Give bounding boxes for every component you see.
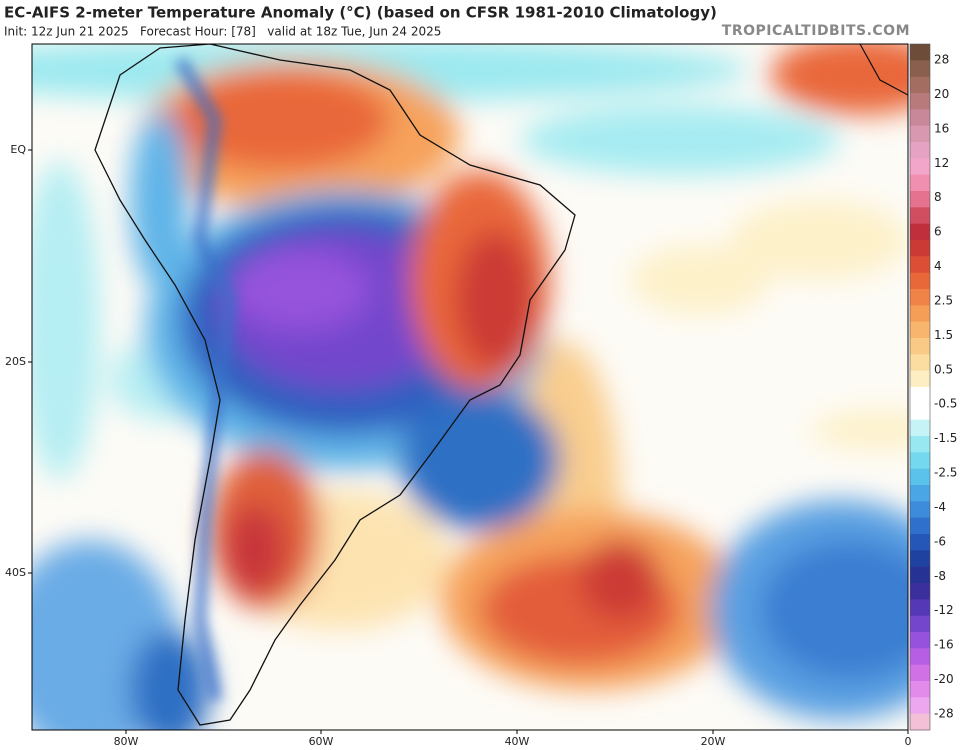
colorbar-label: -4 (934, 500, 946, 514)
colorbar-swatch (910, 191, 930, 208)
colorbar-swatch (910, 321, 930, 339)
colorbar-swatch (910, 354, 930, 372)
colorbar-swatch (910, 713, 930, 731)
colorbar-label: -28 (934, 707, 954, 721)
colorbar-swatch (910, 566, 930, 584)
colorbar-swatch (910, 664, 930, 682)
watermark: TROPICALTIDBITS.COM (722, 23, 910, 39)
lon-label: 40W (505, 735, 530, 748)
colorbar-label: -8 (934, 569, 946, 583)
colorbar-swatch (910, 534, 930, 551)
lat-label: 20S (5, 355, 26, 368)
colorbar-swatch (910, 305, 930, 323)
colorbar-swatch (910, 632, 930, 649)
colorbar-label: -2.5 (934, 466, 957, 480)
colorbar-swatch (910, 60, 930, 78)
colorbar-label: 12 (934, 156, 949, 170)
colorbar-swatch (910, 419, 930, 437)
colorbar-swatch (910, 387, 930, 404)
colorbar-swatch (910, 93, 930, 110)
anomaly-field (32, 44, 908, 730)
colorbar-swatch (910, 240, 930, 257)
map-area (32, 44, 908, 730)
colorbar-swatch (910, 289, 930, 306)
colorbar-label: 4 (934, 259, 942, 273)
lon-label: 60W (309, 735, 334, 748)
lon-label: 0 (905, 735, 912, 748)
colorbar-swatch (910, 436, 930, 453)
map-title: EC-AIFS 2-meter Temperature Anomaly (°C)… (4, 4, 717, 22)
colorbar-label: -16 (934, 638, 954, 652)
colorbar-label: -0.5 (934, 397, 957, 411)
colorbar-frame (909, 43, 931, 731)
colorbar-label: -6 (934, 534, 946, 548)
lat-label: 40S (5, 566, 26, 579)
colorbar-label: 16 (934, 121, 949, 135)
colorbar-swatch (910, 207, 930, 225)
colorbar-swatch (910, 272, 930, 290)
colorbar-swatch (910, 599, 930, 617)
colorbar-label: 20 (934, 87, 949, 101)
colorbar-swatch (910, 338, 930, 355)
colorbar-swatch (910, 174, 930, 192)
colorbar-label: -20 (934, 672, 954, 686)
colorbar-swatch (910, 648, 930, 666)
colorbar-swatch (910, 158, 930, 176)
colorbar-swatch (910, 76, 930, 94)
colorbar-swatch (910, 517, 930, 535)
colorbar-swatch (910, 485, 930, 502)
colorbar-swatch (910, 223, 930, 241)
colorbar-label: -1.5 (934, 431, 957, 445)
map-frame (31, 43, 909, 731)
colorbar-swatch (910, 109, 930, 127)
lon-label: 20W (701, 735, 726, 748)
colorbar-label: 2.5 (934, 293, 953, 307)
colorbar-swatch (910, 501, 930, 519)
colorbar-swatch (910, 583, 930, 600)
colorbar-swatch (910, 125, 930, 143)
lat-label: EQ (10, 143, 26, 156)
coastline (94, 44, 576, 726)
colorbar-swatch (910, 550, 930, 568)
lon-label: 80W (114, 735, 139, 748)
colorbar-swatch (910, 370, 930, 388)
colorbar-swatch (910, 615, 930, 633)
colorbar-swatch (910, 681, 930, 698)
andes-cold (173, 56, 238, 702)
colorbar-swatch (910, 44, 930, 61)
map-subtitle: Init: 12z Jun 21 2025 Forecast Hour: [78… (4, 25, 441, 39)
colorbar-swatch (910, 403, 930, 421)
colorbar-label: -12 (934, 603, 954, 617)
africa-coast (859, 44, 908, 96)
colorbar-swatch (910, 468, 930, 486)
colorbar-swatch (910, 452, 930, 470)
colorbar-label: 1.5 (934, 328, 953, 342)
colorbar-label: 6 (934, 225, 942, 239)
colorbar-label: 28 (934, 53, 949, 67)
colorbar-swatch (910, 256, 930, 274)
colorbar-swatch (910, 697, 930, 715)
colorbar-label: 0.5 (934, 362, 953, 376)
axes: EQ 20S 40S 80W 60W 40W 20W 0 28 20 16 12 8 6 4 2.5 1.5 0.… (5, 43, 957, 748)
colorbar-label: 8 (934, 190, 942, 204)
colorbar-swatch (910, 142, 930, 159)
